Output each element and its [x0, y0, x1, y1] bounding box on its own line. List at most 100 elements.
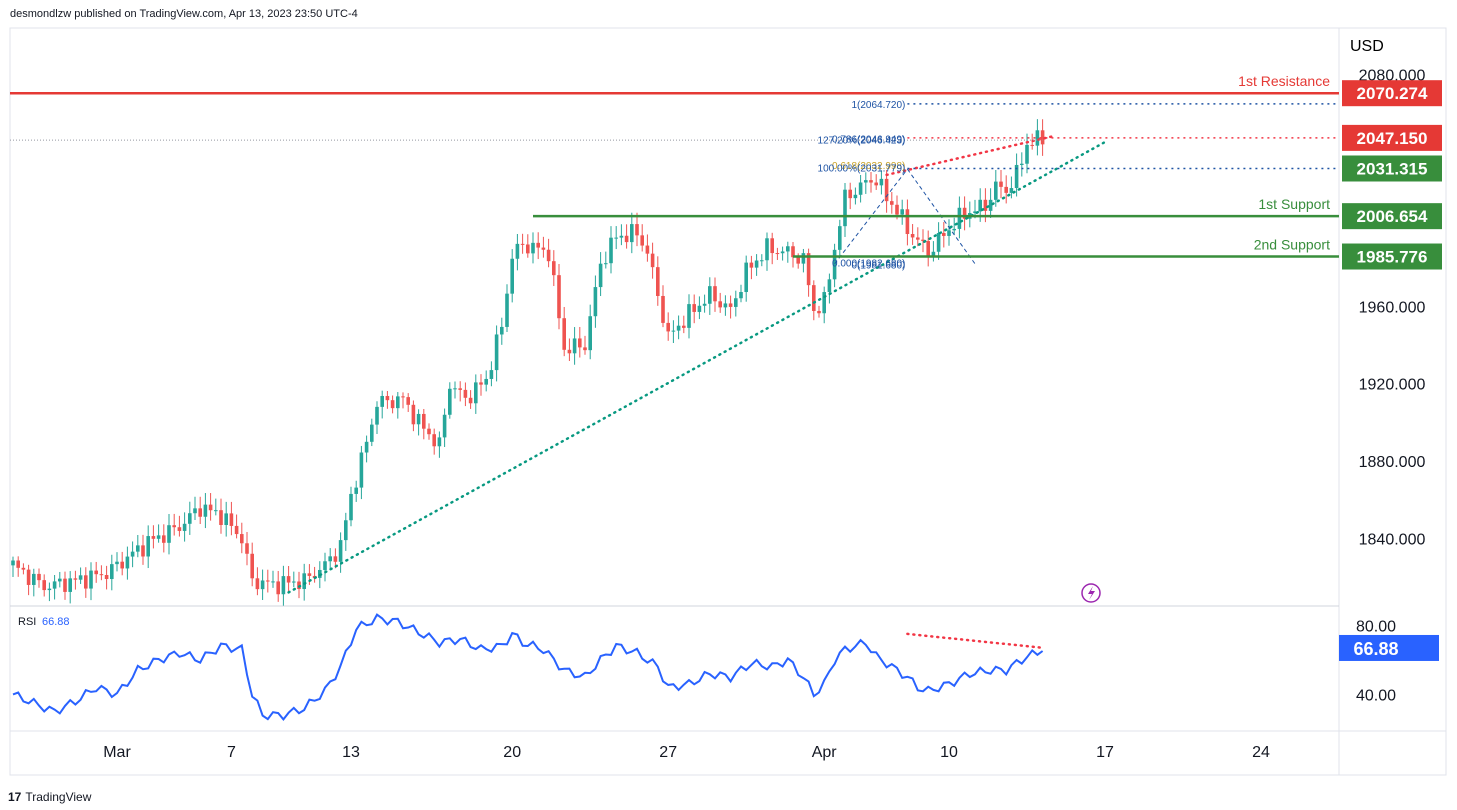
candle-body [983, 199, 988, 211]
rsi-badge [1339, 634, 1439, 661]
candle-body [115, 561, 119, 565]
candle-body [84, 575, 88, 589]
candle-body [416, 413, 421, 425]
candle-body [47, 588, 52, 591]
rsi-line[interactable] [12, 613, 1044, 722]
candle-body [484, 378, 488, 385]
candle-body [432, 434, 436, 447]
candle-body [58, 578, 62, 582]
candle-body [775, 253, 780, 255]
candle-body [598, 263, 603, 288]
candle-body [375, 406, 379, 425]
candle-body [640, 235, 644, 246]
candle-body [676, 325, 681, 331]
candle-body [942, 233, 946, 236]
candle-body [614, 237, 618, 239]
candle-body [905, 209, 910, 235]
publisher-caption: desmondlzw published on TradingView.com,… [10, 8, 358, 20]
candle-body [214, 510, 218, 512]
candle-body [531, 242, 535, 254]
candle-body [624, 235, 629, 243]
candle-body [94, 570, 98, 575]
candle-body [250, 553, 254, 579]
candle-body [89, 570, 93, 589]
candle-body [692, 304, 696, 312]
candle-body [635, 224, 639, 236]
candle-body [630, 224, 634, 243]
candle-body [427, 428, 431, 435]
rsi-tick: 80.00 [1356, 618, 1396, 635]
candle-body [822, 292, 826, 314]
resistance-trendline[interactable] [885, 134, 1055, 177]
time-tick: 13 [342, 744, 360, 761]
candle-body [1020, 163, 1024, 165]
ascending-trendline[interactable] [287, 140, 1107, 594]
candle-body [791, 246, 795, 258]
candle-body [936, 233, 941, 252]
candle-body [411, 404, 416, 425]
candle-body [266, 580, 270, 582]
candle-body [281, 576, 286, 595]
candle-body [1014, 164, 1019, 189]
candle-body [146, 536, 150, 557]
rsi-divergence-line[interactable] [906, 632, 1044, 650]
candle-body [156, 535, 161, 539]
candle-body [687, 304, 691, 328]
fib-label-3: 0.618(2032.998) [832, 161, 905, 172]
rsi-title: RSI [18, 616, 36, 628]
candle-body [437, 437, 442, 447]
candle-body [494, 334, 499, 371]
candle-body [344, 520, 348, 541]
candle-body [588, 316, 592, 351]
candle-body [354, 487, 358, 494]
candle-body [286, 576, 291, 583]
candle-body [864, 180, 868, 183]
candle-body [671, 330, 676, 332]
candle-body [921, 239, 925, 242]
candle-body [292, 581, 296, 583]
lightning-icon[interactable] [1081, 583, 1101, 603]
price-tick: 2080.000 [1359, 67, 1426, 84]
candle-body [931, 251, 936, 256]
candle-body [739, 292, 743, 299]
candle-body [661, 295, 665, 323]
candle-body [988, 199, 993, 211]
candle-body [832, 249, 837, 280]
candle-body [333, 556, 338, 562]
candle-body [380, 395, 384, 407]
price-badge-text-0: 2070.274 [1357, 84, 1428, 103]
candle-body [853, 194, 858, 199]
candle-body [364, 441, 369, 453]
candle-body [463, 389, 468, 398]
fib-label-2: 127.20%(2046.423) [818, 135, 906, 146]
price-badge-4 [1342, 243, 1442, 270]
candle-body [609, 237, 613, 264]
candle-body [16, 560, 20, 568]
candle-body [858, 182, 863, 195]
candle-body [302, 573, 306, 590]
candle-body [900, 209, 904, 215]
candle-body [390, 400, 395, 409]
candle-body [515, 243, 520, 259]
candle-body [536, 242, 540, 248]
candle-body [541, 247, 546, 250]
candle-body [458, 388, 462, 390]
candle-body [448, 388, 452, 415]
candle-body [806, 253, 811, 286]
candle-body [338, 540, 343, 562]
candle-body [1030, 144, 1034, 146]
candle-body [749, 262, 754, 268]
candle-body [718, 301, 722, 308]
candle-body [78, 575, 83, 580]
level-name-3: 1st Support [1258, 196, 1330, 212]
tradingview-footer[interactable]: 17 TradingView [8, 790, 91, 804]
candle-body [994, 181, 998, 200]
candle-body [219, 510, 223, 525]
candle-body [37, 573, 41, 581]
candle-body [801, 253, 806, 264]
candle-body [697, 305, 702, 312]
candle-body [167, 525, 171, 543]
candle-body [760, 260, 764, 262]
candle-body [947, 230, 951, 236]
